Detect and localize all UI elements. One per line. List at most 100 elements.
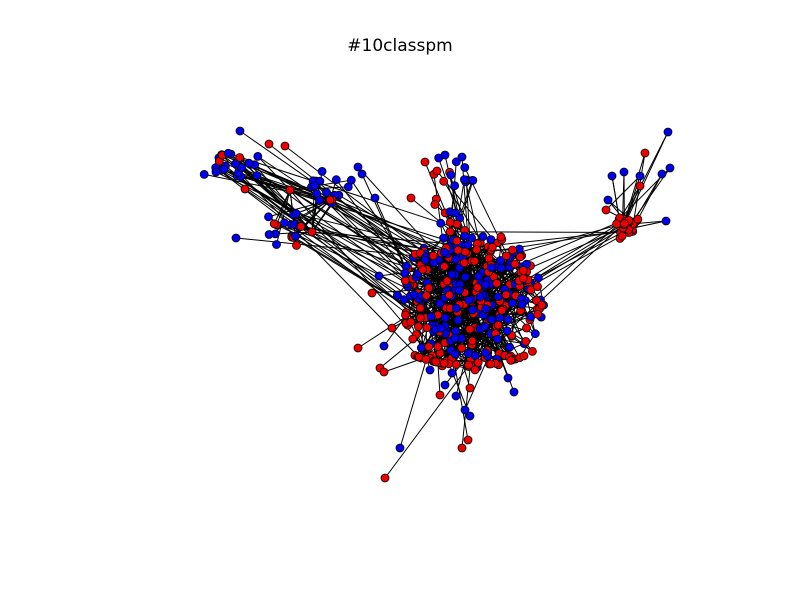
graph-node-red <box>307 227 317 237</box>
figure-title: #10classpm <box>347 36 453 56</box>
graph-node-red <box>473 358 483 368</box>
node-layer <box>199 126 675 483</box>
graph-node-blue <box>426 312 436 322</box>
graph-node-blue <box>463 349 473 358</box>
graph-node-blue <box>473 272 483 281</box>
graph-node-blue <box>460 272 470 282</box>
graph-node-blue <box>291 231 300 241</box>
graph-node-red <box>413 322 423 331</box>
graph-node-blue <box>486 263 496 273</box>
graph-edge <box>506 221 629 257</box>
graph-node-red <box>497 305 507 315</box>
graph-node-red <box>496 232 506 242</box>
graph-node-red <box>415 313 425 323</box>
graph-node-blue <box>495 313 505 323</box>
graph-node-blue <box>492 334 502 344</box>
graph-edge <box>273 189 291 224</box>
graph-node-red <box>444 290 454 300</box>
graph-node-red <box>325 195 335 205</box>
graph-node-blue <box>468 175 478 185</box>
graph-node-blue <box>635 171 645 181</box>
graph-node-blue <box>439 247 449 257</box>
graph-node-blue <box>657 169 667 179</box>
graph-node-blue <box>534 273 543 283</box>
graph-node-blue <box>505 342 515 352</box>
graph-node-blue <box>401 261 411 271</box>
graph-edge <box>268 143 470 301</box>
graph-node-red <box>420 157 430 167</box>
graph-node-red <box>240 184 250 194</box>
graph-node-red <box>612 219 621 229</box>
graph-node-blue <box>370 193 380 203</box>
graph-node-blue <box>451 391 461 401</box>
graph-node-blue <box>508 298 517 308</box>
graph-node-blue <box>425 365 435 375</box>
graph-node-red <box>280 141 290 151</box>
graph-edge <box>311 231 455 245</box>
graph-node-blue <box>199 169 209 179</box>
graph-node-blue <box>493 292 503 302</box>
graph-node-blue <box>374 271 384 281</box>
graph-node-red <box>424 283 434 293</box>
graph-node-red <box>528 346 537 356</box>
graph-node-red <box>465 383 475 393</box>
graph-node-blue <box>502 326 512 336</box>
graph-edge <box>239 157 313 233</box>
graph-node-blue <box>464 295 474 305</box>
graph-edge <box>268 199 331 235</box>
graph-node-blue <box>357 169 367 179</box>
graph-node-blue <box>603 195 613 205</box>
graph-node-blue <box>211 167 221 177</box>
graph-node-blue <box>317 166 327 176</box>
graph-node-red <box>463 435 473 445</box>
graph-edge <box>501 229 633 303</box>
graph-node-red <box>439 262 449 271</box>
graph-node-red <box>453 245 463 255</box>
graph-node-blue <box>416 343 426 353</box>
graph-node-red <box>367 288 377 298</box>
graph-node-blue <box>481 304 491 314</box>
graph-node-red <box>465 324 475 334</box>
graph-node-blue <box>331 175 341 185</box>
graph-edge <box>254 164 313 233</box>
graph-node-blue <box>395 443 405 453</box>
graph-node-blue <box>607 171 617 181</box>
graph-node-red <box>428 251 438 261</box>
graph-node-red <box>459 258 469 268</box>
graph-node-blue <box>451 208 461 218</box>
graph-node-red <box>439 358 449 368</box>
graph-edge <box>291 223 523 268</box>
graph-node-red <box>506 355 516 365</box>
graph-node-red <box>452 236 462 246</box>
graph-node-red <box>285 185 295 195</box>
graph-node-red <box>508 245 517 255</box>
graph-node-red <box>435 390 445 400</box>
graph-node-red <box>460 247 470 257</box>
graph-node-blue <box>487 315 497 325</box>
graph-node-blue <box>460 231 469 241</box>
graph-node-red <box>387 323 397 333</box>
graph-node-blue <box>480 348 490 358</box>
graph-node-red <box>439 176 449 186</box>
graph-node-red <box>472 245 482 255</box>
graph-node-blue <box>436 218 446 228</box>
graph-node-blue <box>517 300 527 310</box>
graph-edge <box>491 224 623 306</box>
graph-node-blue <box>447 368 457 378</box>
graph-node-blue <box>310 181 319 191</box>
graph-node-red <box>467 336 477 346</box>
graph-node-blue <box>291 209 301 219</box>
graph-node-red <box>510 259 520 269</box>
graph-node-blue <box>446 170 456 180</box>
graph-node-red <box>408 334 418 344</box>
graph-node-red <box>486 359 496 369</box>
graph-node-blue <box>252 171 262 180</box>
graph-node-red <box>445 227 455 237</box>
graph-node-red <box>633 214 643 224</box>
graph-node-blue <box>343 182 353 192</box>
graph-node-red <box>522 323 531 333</box>
graph-node-red <box>422 323 432 333</box>
graph-node-blue <box>665 163 675 173</box>
graph-edge <box>311 202 333 233</box>
